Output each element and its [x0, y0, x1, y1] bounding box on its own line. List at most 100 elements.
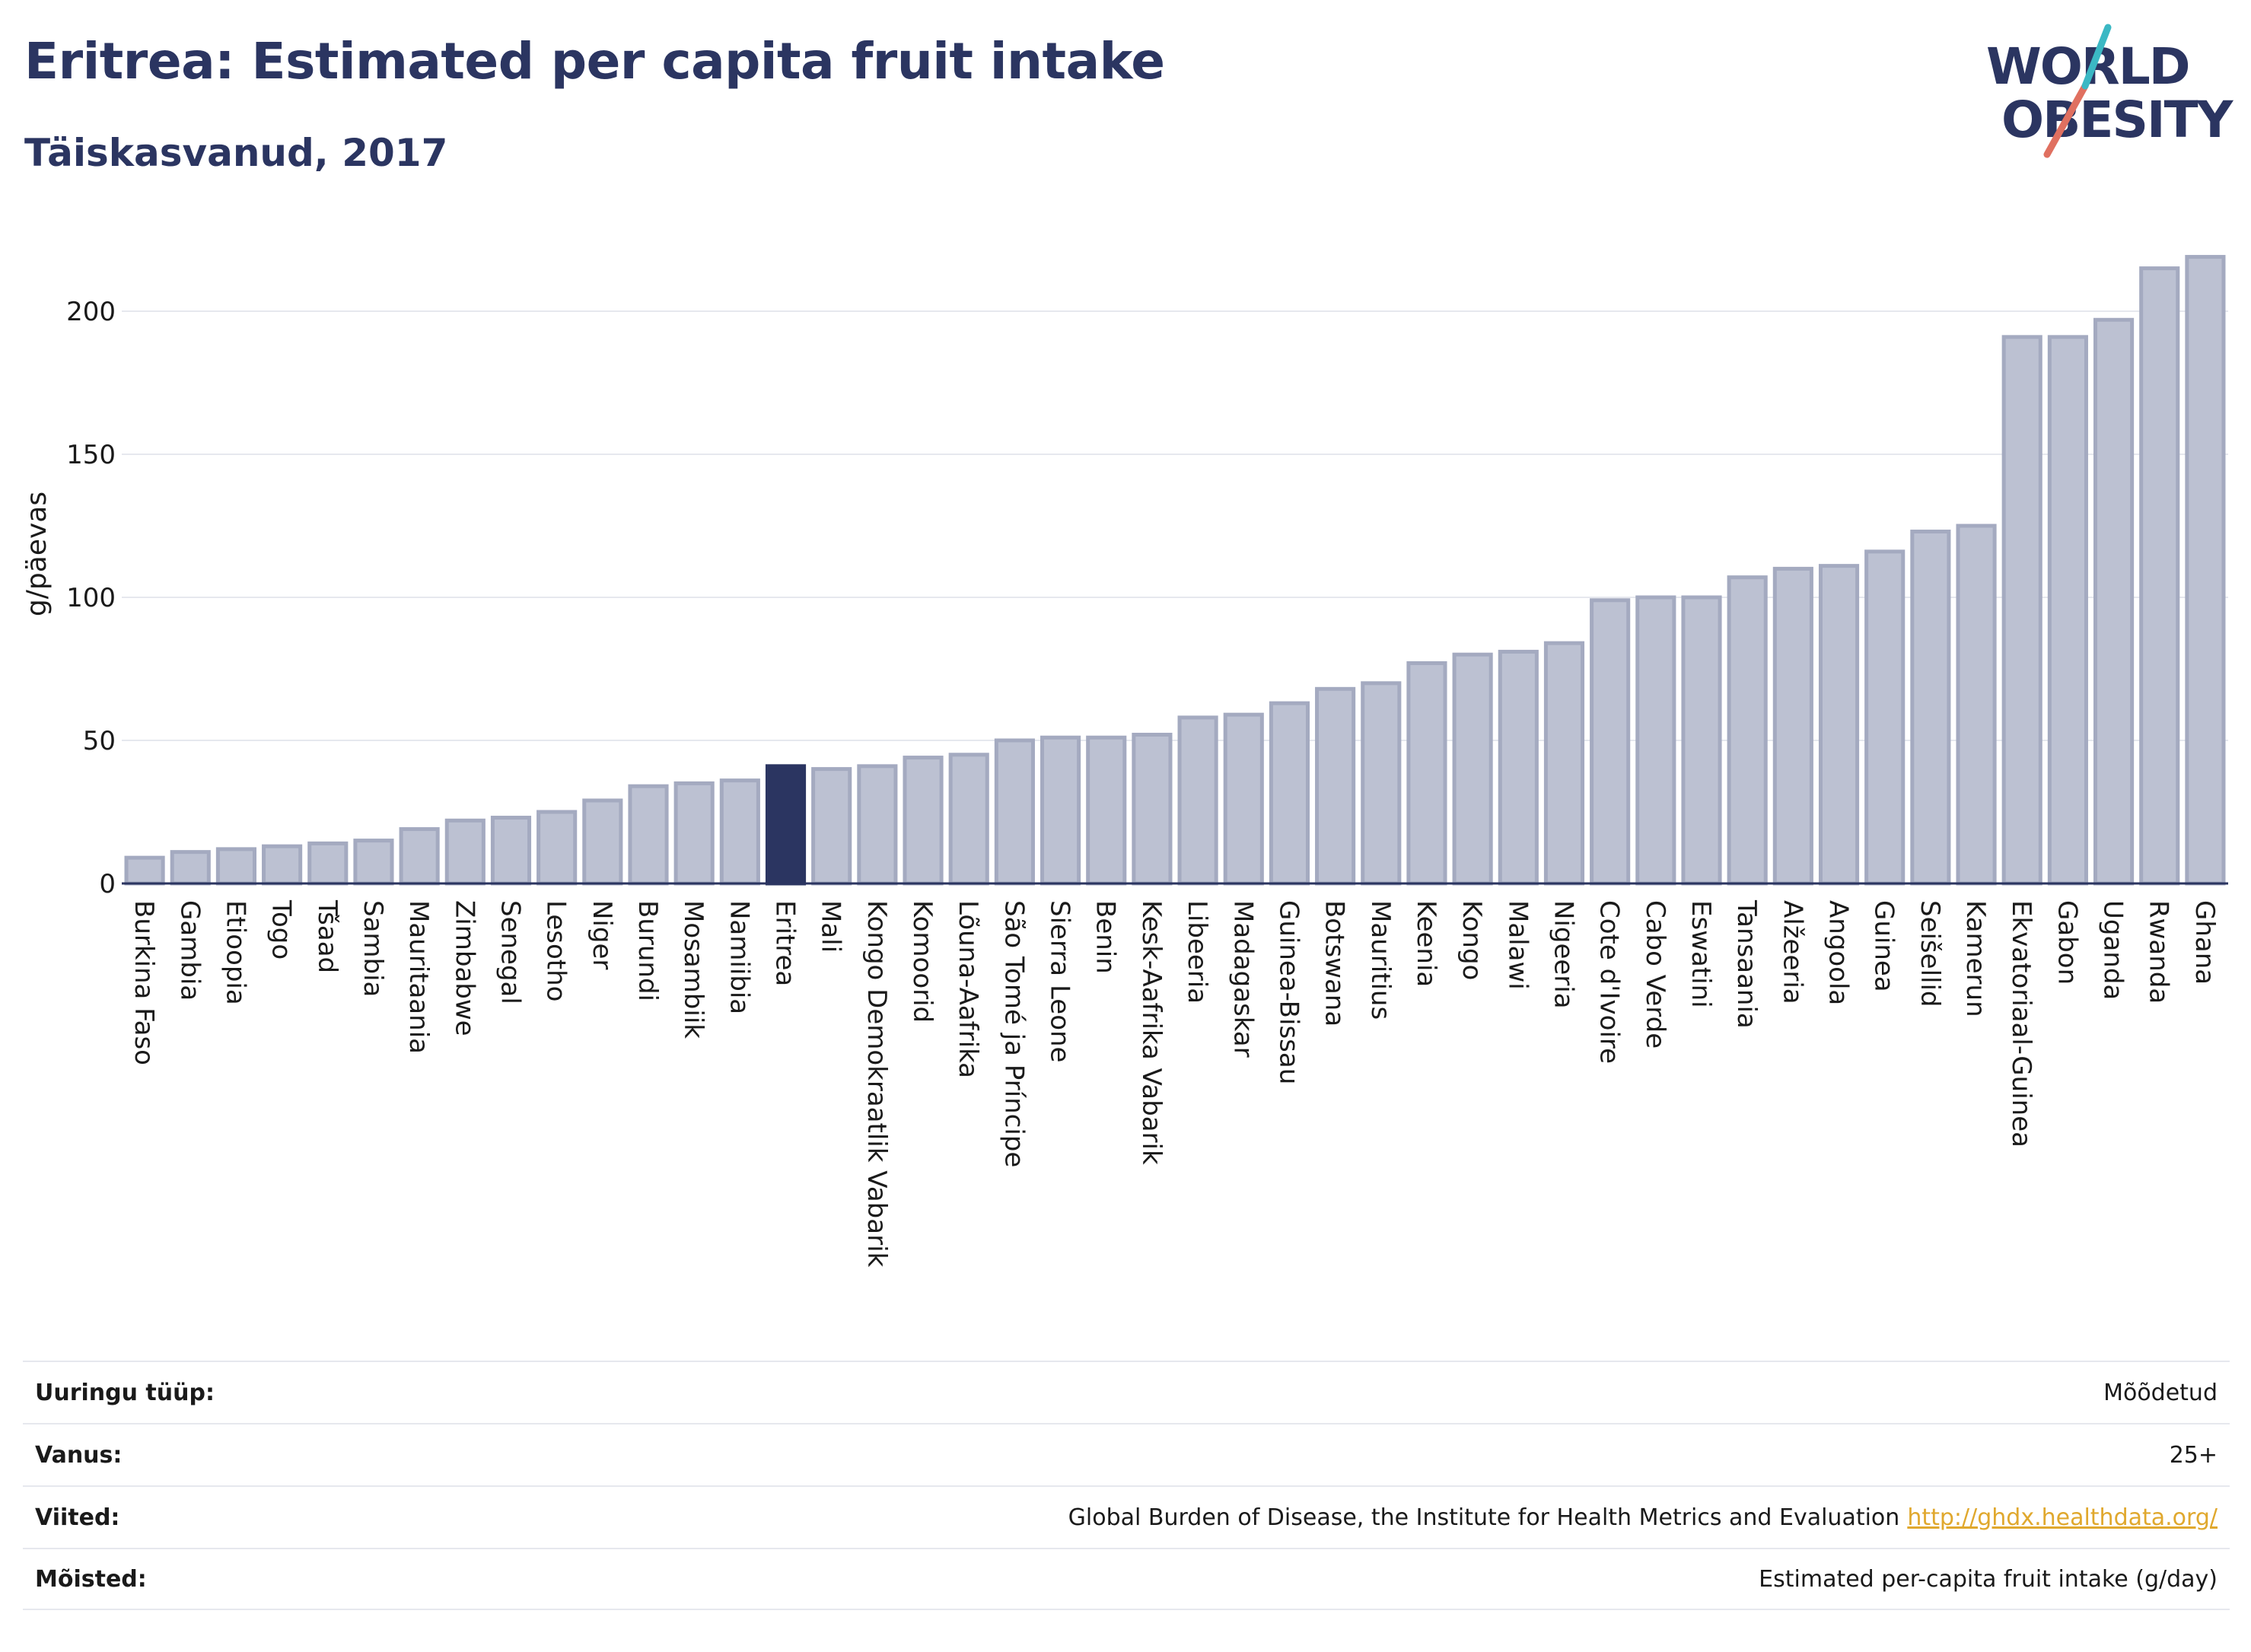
metadata-row: Mõisted: Estimated per-capita fruit intak…: [23, 1548, 2230, 1610]
bar: [857, 764, 898, 886]
bar: [719, 778, 760, 886]
x-tick-label: Nigeeria: [1548, 900, 1578, 1009]
bar: [903, 756, 944, 886]
x-tick-label: Guinea: [1869, 900, 1899, 992]
y-tick-label: 100: [66, 583, 116, 613]
bar: [1590, 598, 1631, 886]
bar: [353, 839, 394, 886]
x-tick-label: Eswatini: [1686, 900, 1716, 1008]
bar: [1086, 735, 1127, 886]
x-tick-label: Mosambiik: [678, 900, 708, 1039]
world-obesity-logo: WORLD OBESITY: [1986, 24, 2236, 158]
x-tick-label: Keenia: [1411, 900, 1441, 987]
bar: [444, 818, 486, 886]
bar: [1727, 575, 1768, 886]
bar: [994, 738, 1035, 886]
bar: [1315, 686, 1356, 886]
x-tick-label: Tansaania: [1731, 899, 1762, 1029]
metadata-value: Mõõdetud: [2103, 1380, 2218, 1406]
y-axis-ticks: 0 50 100 150 200: [66, 297, 116, 899]
x-tick-label: Rwanda: [2144, 900, 2174, 1004]
bar: [1452, 652, 1493, 886]
x-tick-label: Mauritaania: [403, 900, 434, 1054]
bar: [2139, 266, 2180, 886]
x-tick-label: Kongo Demokraatlik Vabarik: [861, 900, 892, 1268]
x-tick-label: Cabo Verde: [1640, 900, 1670, 1049]
bar: [170, 850, 211, 886]
bar: [1772, 566, 1813, 886]
bar: [1223, 712, 1264, 886]
y-tick-label: 0: [99, 869, 116, 899]
x-axis-labels: Burkina Faso Gambia Etioopia Togo Tšaad Sambi…: [129, 899, 2220, 1268]
x-tick-label: Gabon: [2052, 900, 2082, 985]
x-tick-label: Lõuna-Aafrika: [953, 900, 983, 1078]
bar: [1543, 641, 1585, 886]
bar: [1910, 530, 1951, 886]
bar: [1406, 660, 1447, 886]
bar: [536, 810, 578, 886]
bar: [1681, 595, 1722, 886]
metadata-key: Uuringu tüüp:: [35, 1379, 215, 1406]
x-tick-label: Togo: [266, 899, 297, 960]
metadata-table: Uuringu tüüp: Mõõdetud Vanus: 25+ Viited: Glo…: [23, 1361, 2230, 1610]
x-tick-label: Lesotho: [541, 900, 572, 1001]
metadata-value: Estimated per-capita fruit intake (g/day…: [1759, 1566, 2218, 1593]
bars: [124, 255, 2226, 886]
logo-word-obesity: OBESITY: [2001, 91, 2234, 149]
x-tick-label: Angoola: [1823, 900, 1854, 1005]
x-tick-label: Benin: [1090, 900, 1121, 974]
bar: [1864, 549, 1906, 886]
bar: [1132, 732, 1173, 886]
metadata-value: 25+: [2170, 1442, 2218, 1469]
bar: [1498, 649, 1539, 886]
x-tick-label: Tšaad: [312, 899, 342, 973]
y-tick-label: 50: [83, 726, 116, 756]
x-tick-label: Sierra Leone: [1045, 900, 1075, 1062]
bar: [307, 841, 349, 886]
x-tick-label: Sambia: [358, 900, 388, 997]
x-tick-label: Niger: [587, 900, 617, 969]
bar: [673, 781, 715, 886]
x-tick-label: Kongo: [1457, 900, 1487, 980]
x-tick-label: Burkina Faso: [129, 900, 159, 1065]
x-tick-label: Alžeeria: [1777, 900, 1807, 1004]
x-tick-label: Ekvatoriaal-Guinea: [2006, 900, 2036, 1147]
logo-slash-teal: [2081, 24, 2112, 90]
metadata-value-text: Estimated per-capita fruit intake (g/day…: [1759, 1565, 2218, 1593]
x-tick-label: Seišellid: [1915, 900, 1945, 1007]
y-tick-label: 200: [66, 297, 116, 327]
metadata-value: Global Burden of Disease, the Institute …: [1068, 1504, 2218, 1531]
metadata-key: Viited:: [35, 1504, 120, 1531]
x-tick-label: Cote d'Ivoire: [1594, 900, 1625, 1064]
logo-slash-red: [2043, 82, 2089, 158]
bar: [1040, 735, 1081, 886]
bar: [262, 844, 303, 886]
bar-chart: 0 50 100 150 200 Burkina Faso Gambia Etioopia T…: [21, 255, 2228, 1268]
x-tick-label: Etioopia: [220, 900, 250, 1005]
y-axis-label: g/päevas: [21, 492, 53, 616]
x-tick-label: Eritrea: [770, 900, 801, 986]
bar: [1956, 524, 1997, 886]
x-tick-label: São Tomé ja Príncipe: [998, 900, 1029, 1167]
x-tick-label: Gambia: [174, 900, 205, 1001]
metadata-row: Vanus: 25+: [23, 1423, 2230, 1485]
bar: [628, 784, 669, 886]
x-tick-label: Mauritius: [1365, 900, 1396, 1020]
chart-subtitle: Täiskasvanud, 2017: [24, 131, 448, 175]
bar: [490, 816, 532, 886]
x-tick-label: Zimbabwe: [449, 900, 479, 1036]
source-link[interactable]: http://ghdx.healthdata.org/: [1907, 1504, 2218, 1531]
metadata-row: Viited: Global Burden of Disease, the Ins…: [23, 1485, 2230, 1548]
bar: [1635, 595, 1676, 886]
bar: [2047, 335, 2088, 886]
x-tick-label: Madagaskar: [1227, 900, 1258, 1058]
x-tick-label: Guinea-Bissau: [1273, 900, 1304, 1084]
bar: [1177, 715, 1218, 886]
x-tick-label: Kamerun: [1960, 900, 1991, 1017]
x-tick-label: Kesk-Aafrika Vabarik: [1136, 900, 1167, 1165]
bar: [582, 798, 623, 886]
bar: [2001, 335, 2042, 886]
y-tick-label: 150: [66, 440, 116, 470]
bar: [399, 827, 440, 886]
bar: [1361, 681, 1402, 886]
